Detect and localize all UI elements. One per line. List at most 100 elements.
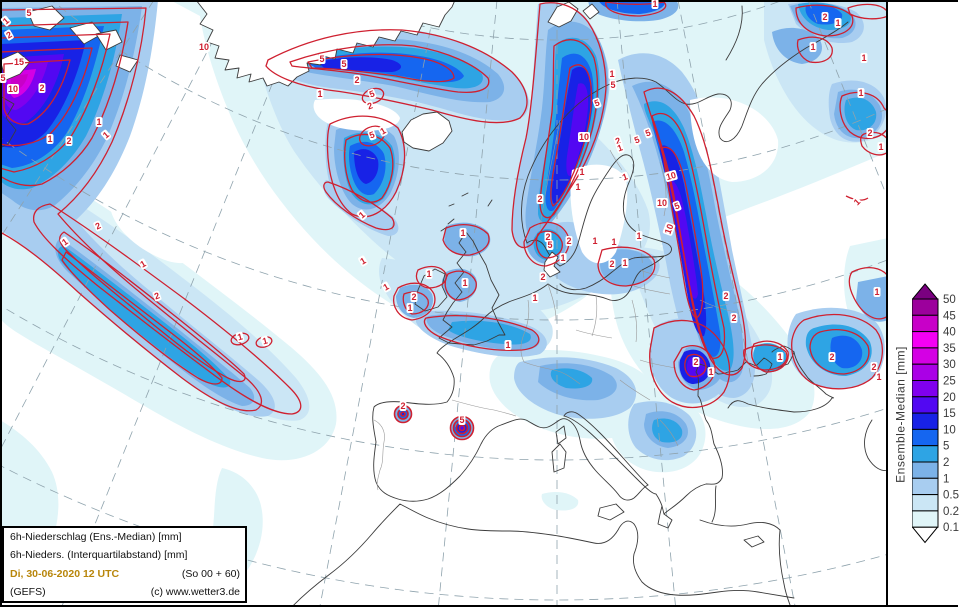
- contour-label: 1: [707, 367, 715, 377]
- precipitation-shading: [1, 1, 887, 604]
- colorbar-tick: 15: [943, 408, 956, 420]
- colorbar-tick: 1: [943, 473, 949, 485]
- colorbar-arrow-top: [912, 283, 939, 300]
- legend-line1: 6h-Niederschlag (Ens.-Median) [mm]: [10, 531, 182, 543]
- colorbar-segments: [912, 298, 939, 528]
- contour-label: 1: [406, 303, 414, 313]
- contour-label: 1: [877, 142, 885, 152]
- contour-label: 5: [0, 73, 7, 83]
- colorbar-segment: [912, 412, 939, 430]
- contour-label: 2: [866, 128, 874, 138]
- contour-label: 5: [25, 8, 33, 18]
- colorbar-segment: [912, 477, 939, 496]
- colorbar-tick: 2: [943, 457, 949, 469]
- colorbar-segment: [912, 494, 939, 512]
- contour-label: 1: [461, 278, 469, 288]
- contour-label: 2: [722, 291, 730, 301]
- contour-label: 2: [608, 259, 616, 269]
- contour-label: 1: [425, 269, 433, 279]
- contour-label: 1: [651, 0, 659, 9]
- colorbar-segment: [912, 331, 939, 349]
- colorbar-segment: [912, 380, 939, 398]
- legend-model: (GEFS): [10, 585, 46, 598]
- contour-label: 10: [655, 198, 669, 208]
- contour-label: 2: [38, 83, 46, 93]
- contour-label: 2: [410, 292, 418, 302]
- contour-label: 10: [577, 132, 591, 142]
- colorbar-tick: 40: [943, 327, 956, 339]
- contour-label: 5: [609, 80, 617, 90]
- colorbar-arrow-bottom: [912, 526, 939, 544]
- contour-label: 5: [546, 240, 554, 250]
- colorbar-tick: 50: [943, 294, 956, 306]
- colorbar-tick: 0.2: [943, 506, 959, 518]
- contour-label: 1: [834, 18, 842, 28]
- colorbar-tick: 0.1: [943, 522, 959, 534]
- colorbar-segment: [912, 396, 939, 414]
- contour-label: 1: [857, 88, 865, 98]
- legend-box: 6h-Niederschlag (Ens.-Median) [mm] 6h-Ni…: [2, 526, 247, 603]
- colorbar-segment: [912, 461, 939, 479]
- colorbar-segment: [912, 445, 939, 463]
- contour-label: 1: [776, 352, 784, 362]
- contour-label: 2: [730, 313, 738, 323]
- contour-label: 2: [565, 236, 573, 246]
- contour-label: 2: [821, 12, 829, 22]
- contour-label: 15: [12, 57, 26, 67]
- contour-label: 1: [860, 53, 868, 63]
- legend-date: Di, 30-06-2020 12 UTC: [10, 567, 120, 580]
- legend-run: (So 00 + 60): [181, 567, 240, 580]
- contour-label: 10: [197, 42, 211, 52]
- colorbar-segment: [912, 314, 939, 333]
- contour-label: 1: [504, 340, 512, 350]
- colorbar-tick: 35: [943, 343, 956, 355]
- contour-label: 1: [873, 287, 881, 297]
- contour-label: 1: [635, 231, 643, 241]
- contour-label: 1: [531, 293, 539, 303]
- legend-line2: 6h-Nieders. (Interquartilabstand) [mm]: [10, 549, 188, 562]
- contour-label: 1: [316, 89, 324, 99]
- contour-label: 10: [6, 84, 20, 94]
- contour-label: 2: [692, 357, 700, 367]
- colorbar-tick: 20: [943, 392, 956, 404]
- colorbar-tick-labels: 50 45 40 35 30 25 20 15 10 5 2 1 0.5 0.2 0.1: [943, 294, 959, 534]
- colorbar-tick: 5: [943, 441, 949, 453]
- contour-label: 1: [459, 228, 467, 238]
- contour-label: 5: [458, 415, 466, 425]
- colorbar-tick: 10: [943, 424, 956, 436]
- contour-label: 2: [870, 362, 878, 372]
- colorbar-tick: 45: [943, 310, 956, 322]
- contour-label: 1: [559, 253, 567, 263]
- legend-credit: (c) www.wetter3.de: [150, 585, 240, 598]
- contour-label: 2: [399, 401, 407, 411]
- contour-label: 2: [65, 136, 73, 146]
- contour-label: 1: [809, 42, 817, 52]
- contour-label: 1: [875, 372, 883, 382]
- contour-label: 1: [591, 236, 599, 246]
- contour-label: 1: [578, 167, 586, 177]
- colorbar-segment: [912, 428, 939, 447]
- contour-label: 2: [539, 272, 547, 282]
- colorbar-segment: [912, 510, 939, 528]
- contour-label: 2: [828, 352, 836, 362]
- contour-label: 5: [340, 59, 348, 69]
- contour-label: 2: [353, 75, 361, 85]
- contour-label: 2: [544, 232, 552, 242]
- colorbar-axis-label: Ensemble-Median [mm]: [893, 346, 908, 483]
- contour-label: 1: [95, 117, 103, 127]
- contour-label: 1: [621, 258, 629, 268]
- contour-label: 1: [574, 182, 582, 192]
- colorbar-segment: [912, 298, 939, 316]
- red-contours: [1, 1, 887, 441]
- contour-label: 1: [608, 69, 616, 79]
- colorbar-tick: 0.5: [943, 490, 959, 502]
- colorbar-tick: 30: [943, 359, 956, 371]
- colorbar-segment: [912, 347, 939, 365]
- contour-label: 2: [536, 194, 544, 204]
- colorbar-segment: [912, 363, 939, 381]
- contour-label: 1: [610, 237, 618, 247]
